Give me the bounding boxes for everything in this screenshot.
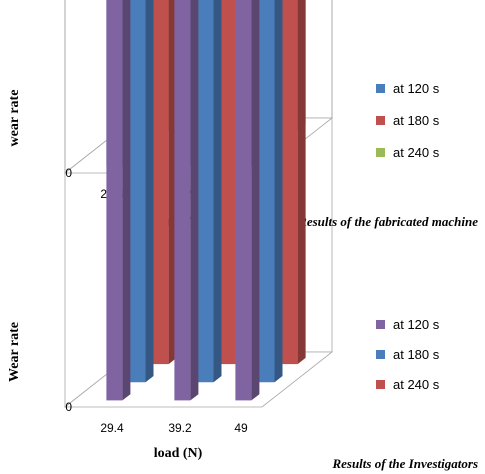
bars <box>106 0 306 401</box>
bar-side <box>190 0 199 401</box>
legend-label: at 120 s <box>393 317 440 332</box>
bar-front <box>281 0 298 365</box>
bar-side <box>274 0 283 383</box>
bar <box>129 0 154 383</box>
legend-swatch <box>376 320 385 329</box>
bar <box>106 0 131 401</box>
legend-swatch <box>376 116 385 125</box>
legend-swatch <box>376 350 385 359</box>
figure-caption: Results of the fabricated machine <box>297 214 478 229</box>
x-tick-label: 49 <box>234 421 248 435</box>
bar-front <box>152 0 169 365</box>
bar-front <box>197 0 214 383</box>
bar-front <box>174 0 191 401</box>
legend-label: at 240 s <box>393 145 440 160</box>
bar-side <box>213 0 222 383</box>
legend-item: at 180 s <box>376 113 440 128</box>
legend: at 120 s at 180 s at 240 s <box>376 81 440 160</box>
bar <box>235 0 260 401</box>
bar <box>174 0 199 401</box>
legend: at 120 s at 180 s at 240 s <box>376 317 440 392</box>
legend-label: at 180 s <box>393 113 440 128</box>
legend-item: at 120 s <box>376 81 440 96</box>
legend-swatch <box>376 148 385 157</box>
bar-front <box>129 0 146 383</box>
bar <box>152 0 177 365</box>
y-axis-title: wear rate <box>7 90 22 147</box>
x-tick-label: 29.4 <box>100 421 124 435</box>
bar <box>197 0 222 383</box>
bar-front <box>106 0 123 401</box>
legend-item: at 240 s <box>376 145 440 160</box>
bar <box>258 0 283 383</box>
bar-side <box>122 0 131 401</box>
bar <box>281 0 306 365</box>
y-axis-title: Wear rate <box>7 322 22 382</box>
legend-label: at 120 s <box>393 81 440 96</box>
bar-side <box>145 0 154 383</box>
legend-swatch <box>376 84 385 93</box>
bar-side <box>251 0 260 401</box>
legend-item: at 180 s <box>376 347 440 362</box>
legend-label: at 180 s <box>393 347 440 362</box>
bar-front <box>235 0 252 401</box>
bar-front <box>258 0 275 383</box>
y-tick-label: 0 <box>65 166 72 180</box>
x-axis-title: load (N) <box>154 446 203 461</box>
bar-side <box>297 0 306 365</box>
legend-item: at 120 s <box>376 317 440 332</box>
legend-item: at 240 s <box>376 377 440 392</box>
bar-front <box>220 0 237 365</box>
y-tick-label: 0 <box>65 400 72 414</box>
x-tick-label: 39.2 <box>168 421 192 435</box>
legend-swatch <box>376 380 385 389</box>
figure-caption: Results of the Investigators <box>331 456 478 471</box>
legend-label: at 240 s <box>393 377 440 392</box>
